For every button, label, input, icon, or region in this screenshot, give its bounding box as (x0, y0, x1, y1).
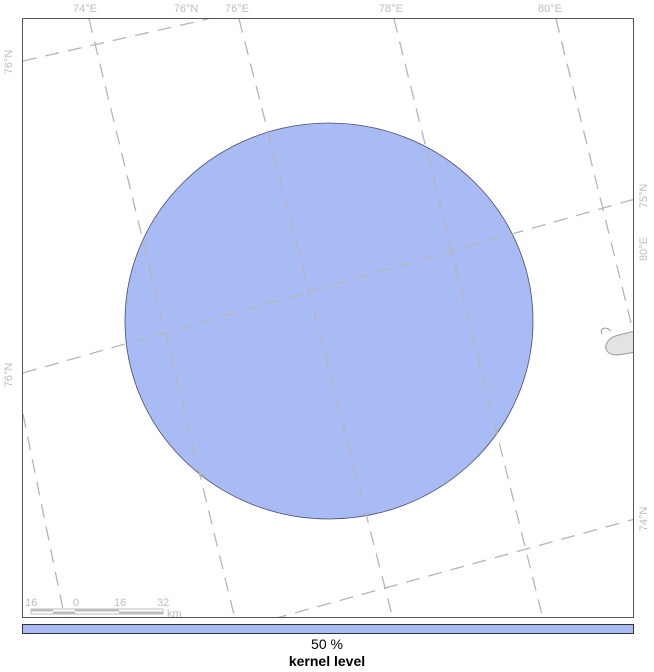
island-outline-detail (600, 327, 612, 335)
scale-bar-segment-1 (31, 609, 53, 612)
graticule-line-75n (23, 198, 633, 374)
graticule-label-top-78e: 78°E (379, 3, 403, 15)
graticule-line-80e (555, 19, 633, 334)
graticule-line-76n-upper (23, 19, 209, 62)
scale-bar-segment-4 (119, 611, 163, 614)
graticule-line-78e (393, 19, 544, 617)
graticule-label-left-76n-lower: 76°N (3, 362, 15, 388)
legend-color-swatch (22, 624, 634, 634)
graticule-line-74e (88, 19, 236, 617)
graticule-label-top-76n: 76°N (173, 3, 199, 15)
map-panel[interactable]: 16 0 16 32 km (22, 18, 634, 618)
graticule-line-76e (238, 19, 394, 617)
graticule-label-right-80e: 80°E (638, 237, 650, 261)
scale-label-32: 32 (157, 597, 169, 609)
graticule-lines (23, 19, 633, 617)
scale-label-16: 16 (114, 597, 126, 609)
legend-level-label: 50 % (311, 636, 343, 652)
graticule-label-right-74n: 74°N (638, 506, 650, 532)
legend-title: kernel level (288, 653, 366, 669)
kernel-density-polygon[interactable] (124, 122, 534, 520)
scale-unit: km (167, 608, 182, 618)
scale-bar-segment-3 (53, 611, 75, 614)
graticule-label-top-80e: 80°E (538, 3, 562, 15)
graticule-label-right-75n: 75°N (638, 183, 650, 209)
graticule-label-left-76n-upper: 76°N (3, 49, 15, 75)
graticule-line-74n (277, 518, 633, 617)
scale-label-0: 0 (73, 597, 79, 609)
graticule-label-top-74e: 74°E (73, 3, 97, 15)
island-landmass (605, 330, 633, 356)
scale-bar: 16 0 16 32 km (25, 597, 182, 618)
scale-label-16-left: 16 (25, 597, 37, 609)
graticule-label-top-76e: 76°E (225, 3, 249, 15)
graticule-line-west (23, 413, 66, 617)
scale-bar-segment-2 (75, 609, 119, 612)
map-canvas[interactable]: 16 0 16 32 km (23, 19, 634, 618)
